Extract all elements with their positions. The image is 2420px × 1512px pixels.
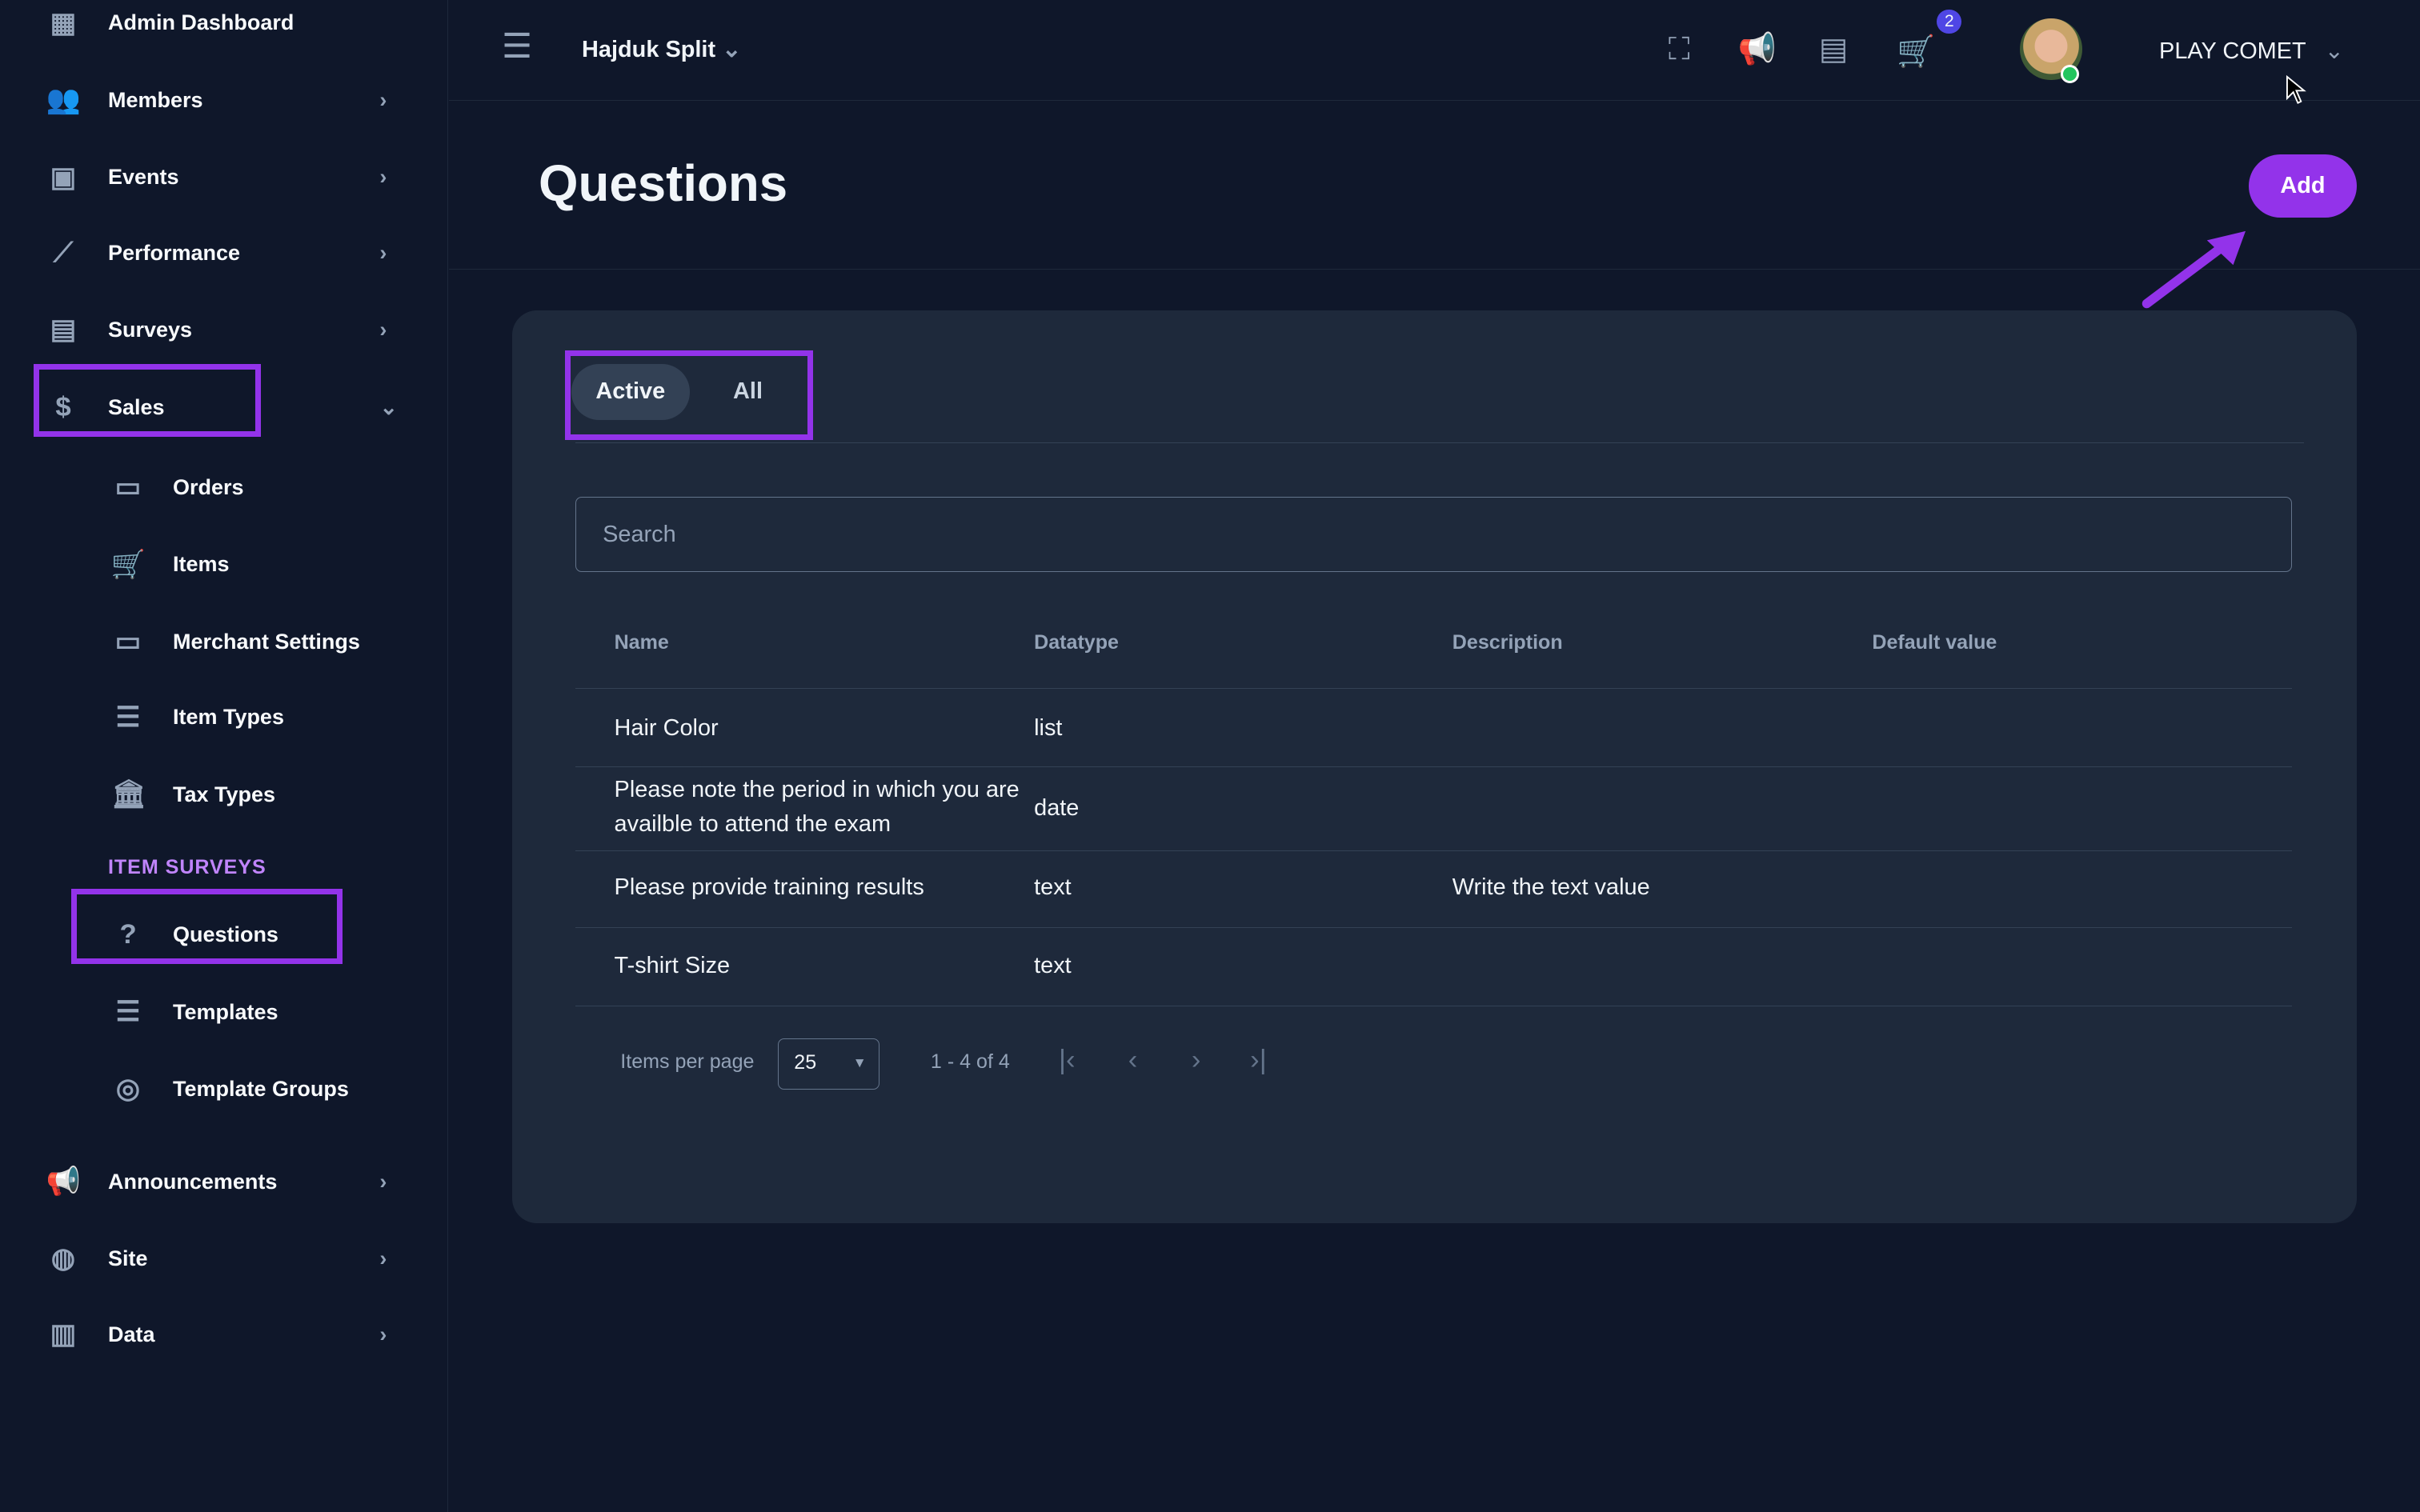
- megaphone-icon[interactable]: 📢: [1737, 31, 1775, 66]
- bank-icon: 🏛: [110, 778, 146, 810]
- page-title: Questions: [539, 154, 788, 212]
- table-header-row: [575, 610, 2292, 690]
- cart-icon: 🛒: [110, 549, 146, 580]
- megaphone-icon: 📢: [46, 1166, 81, 1198]
- cell-name: Hair Color: [614, 715, 719, 742]
- search-input[interactable]: [575, 496, 2292, 573]
- chart-icon: ▥: [50, 1318, 77, 1350]
- column-header-name[interactable]: Name: [614, 630, 669, 654]
- per-page-value: 25: [794, 1050, 817, 1074]
- dollar-icon: $: [55, 391, 71, 422]
- first-page-icon[interactable]: |‹: [1058, 1044, 1076, 1075]
- sidebar-item-sales[interactable]: $ Sales ⌄: [0, 377, 447, 438]
- trend-icon: ⟋: [53, 238, 74, 269]
- next-page-icon[interactable]: ›: [1191, 1044, 1201, 1075]
- cell-datatype: text: [1034, 874, 1072, 900]
- cell-description: Write the text value: [1452, 874, 1650, 900]
- sidebar-item-surveys[interactable]: ▤ Surveys ›: [0, 299, 447, 361]
- chevron-right-icon: ›: [379, 1246, 387, 1271]
- globe-icon: ◍: [50, 1243, 76, 1274]
- chat-icon[interactable]: ▤: [1818, 31, 1849, 66]
- calendar-icon: ▣: [50, 162, 77, 193]
- add-button[interactable]: Add: [2248, 154, 2357, 218]
- prev-page-icon[interactable]: ‹: [1128, 1044, 1138, 1075]
- cell-datatype: date: [1034, 795, 1080, 822]
- forum-icon: ▤: [50, 314, 77, 346]
- user-name: PLAY COMET: [2159, 38, 2306, 65]
- items-per-page-select[interactable]: 25 ▼: [777, 1038, 880, 1090]
- section-item-surveys: ITEM SURVEYS: [107, 856, 266, 879]
- sidebar-item-item-types[interactable]: ☰ Item Types: [0, 686, 447, 748]
- sidebar-item-merchant-settings[interactable]: ▭ Merchant Settings: [0, 611, 447, 673]
- page-header: Questions: [449, 102, 2420, 270]
- fullscreen-icon[interactable]: ⛶: [1668, 31, 1690, 66]
- dropdown-arrow-icon: ▼: [852, 1054, 867, 1070]
- cell-name: Please provide training results: [614, 874, 924, 900]
- divider: [575, 442, 2305, 444]
- questions-card: [512, 310, 2357, 1224]
- table-row[interactable]: T-shirt Size text: [575, 927, 2292, 1007]
- last-page-icon[interactable]: ›|: [1250, 1044, 1267, 1075]
- people-icon: 👥: [46, 85, 81, 116]
- chevron-right-icon: ›: [379, 1169, 387, 1194]
- column-header-default-value[interactable]: Default value: [1872, 630, 1997, 654]
- sidebar-item-tax-types[interactable]: 🏛 Tax Types: [0, 764, 447, 826]
- table-row[interactable]: Hair Color list: [575, 688, 2292, 768]
- question-icon: ?: [119, 919, 137, 950]
- sidebar-item-data[interactable]: ▥ Data ›: [0, 1304, 447, 1366]
- highlight-box: [70, 888, 343, 965]
- sidebar-item-admin-dashboard[interactable]: ▦ Admin Dashboard: [0, 0, 447, 54]
- sidebar-item-site[interactable]: ◍ Site ›: [0, 1228, 447, 1290]
- online-indicator: [2060, 64, 2079, 84]
- highlight-box: [564, 350, 814, 440]
- tab-all[interactable]: All: [733, 378, 763, 405]
- chevron-down-icon: ⌄: [2324, 38, 2344, 65]
- table-row[interactable]: Please note the period in which you are …: [575, 766, 2292, 851]
- pagination-range: 1 - 4 of 4: [930, 1050, 1010, 1074]
- tab-active[interactable]: Active: [571, 364, 691, 420]
- list-icon: ☰: [115, 702, 141, 733]
- org-selector[interactable]: Hajduk Split ⌄: [582, 35, 741, 63]
- card-icon: ▭: [114, 626, 142, 658]
- menu-icon[interactable]: ☰: [502, 27, 533, 65]
- cell-name: T-shirt Size: [614, 953, 731, 979]
- card-icon: ▭: [114, 472, 142, 503]
- table-row[interactable]: Please provide training results text Wri…: [575, 850, 2292, 929]
- chevron-right-icon: ›: [379, 87, 387, 112]
- sidebar-item-template-groups[interactable]: ◎ Template Groups: [0, 1058, 447, 1120]
- arrow-annotation: [2142, 231, 2246, 309]
- sidebar-item-members[interactable]: 👥 Members ›: [0, 70, 447, 131]
- cell-datatype: list: [1034, 715, 1063, 742]
- chevron-right-icon: ›: [379, 318, 387, 342]
- sidebar-item-templates[interactable]: ☰ Templates: [0, 982, 447, 1043]
- cart-icon[interactable]: 🛒: [1897, 34, 1934, 70]
- mouse-cursor-icon: [2286, 75, 2307, 105]
- cell-name: Please note the period in which you are …: [614, 777, 1020, 837]
- chevron-down-icon: ⌄: [379, 394, 399, 419]
- sidebar: ▦ Admin Dashboard 👥 Members › ▣ Events › ⟋ Per…: [0, 0, 449, 1512]
- items-per-page-label: Items per page: [620, 1050, 755, 1074]
- org-name: Hajduk Split: [582, 37, 716, 63]
- list-icon: ☰: [115, 996, 141, 1027]
- chevron-down-icon: ⌄: [722, 37, 742, 63]
- sidebar-item-questions[interactable]: ? Questions: [0, 904, 447, 966]
- sidebar-item-events[interactable]: ▣ Events ›: [0, 146, 447, 208]
- cell-datatype: text: [1034, 953, 1072, 979]
- sidebar-item-orders[interactable]: ▭ Orders: [0, 457, 447, 518]
- chevron-right-icon: ›: [379, 1322, 387, 1346]
- dashboard-icon: ▦: [50, 7, 77, 38]
- sidebar-item-items[interactable]: 🛒 Items: [0, 534, 447, 595]
- user-menu[interactable]: PLAY COMET ⌄: [2159, 37, 2344, 65]
- chevron-right-icon: ›: [379, 165, 387, 190]
- topbar: ☰ Hajduk Split ⌄ ⛶ 📢 ▤ 🛒 2 PLAY COMET ⌄: [449, 0, 2420, 102]
- group-icon: ◎: [115, 1074, 141, 1105]
- chevron-right-icon: ›: [379, 240, 387, 265]
- column-header-description[interactable]: Description: [1452, 630, 1563, 654]
- highlight-box: [34, 364, 261, 437]
- sidebar-item-announcements[interactable]: 📢 Announcements ›: [0, 1151, 447, 1213]
- sidebar-item-performance[interactable]: ⟋ Performance ›: [0, 222, 447, 284]
- column-header-datatype[interactable]: Datatype: [1034, 630, 1119, 654]
- cart-badge: 2: [1937, 9, 1962, 34]
